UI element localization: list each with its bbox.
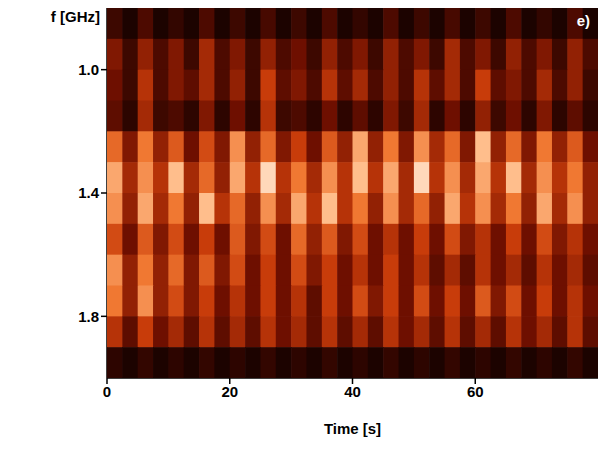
svg-text:1.8: 1.8 <box>78 308 99 325</box>
svg-text:1.0: 1.0 <box>78 61 99 78</box>
svg-text:20: 20 <box>221 383 238 400</box>
svg-text:1.4: 1.4 <box>78 184 100 201</box>
html-text:f [GHz]: f [GHz] <box>50 8 100 25</box>
svg-text:40: 40 <box>344 383 361 400</box>
svg-text:Time [s]: Time [s] <box>324 420 381 437</box>
svg-text:0: 0 <box>103 383 111 400</box>
html-text:e): e) <box>576 12 590 29</box>
svg-text:60: 60 <box>467 383 484 400</box>
